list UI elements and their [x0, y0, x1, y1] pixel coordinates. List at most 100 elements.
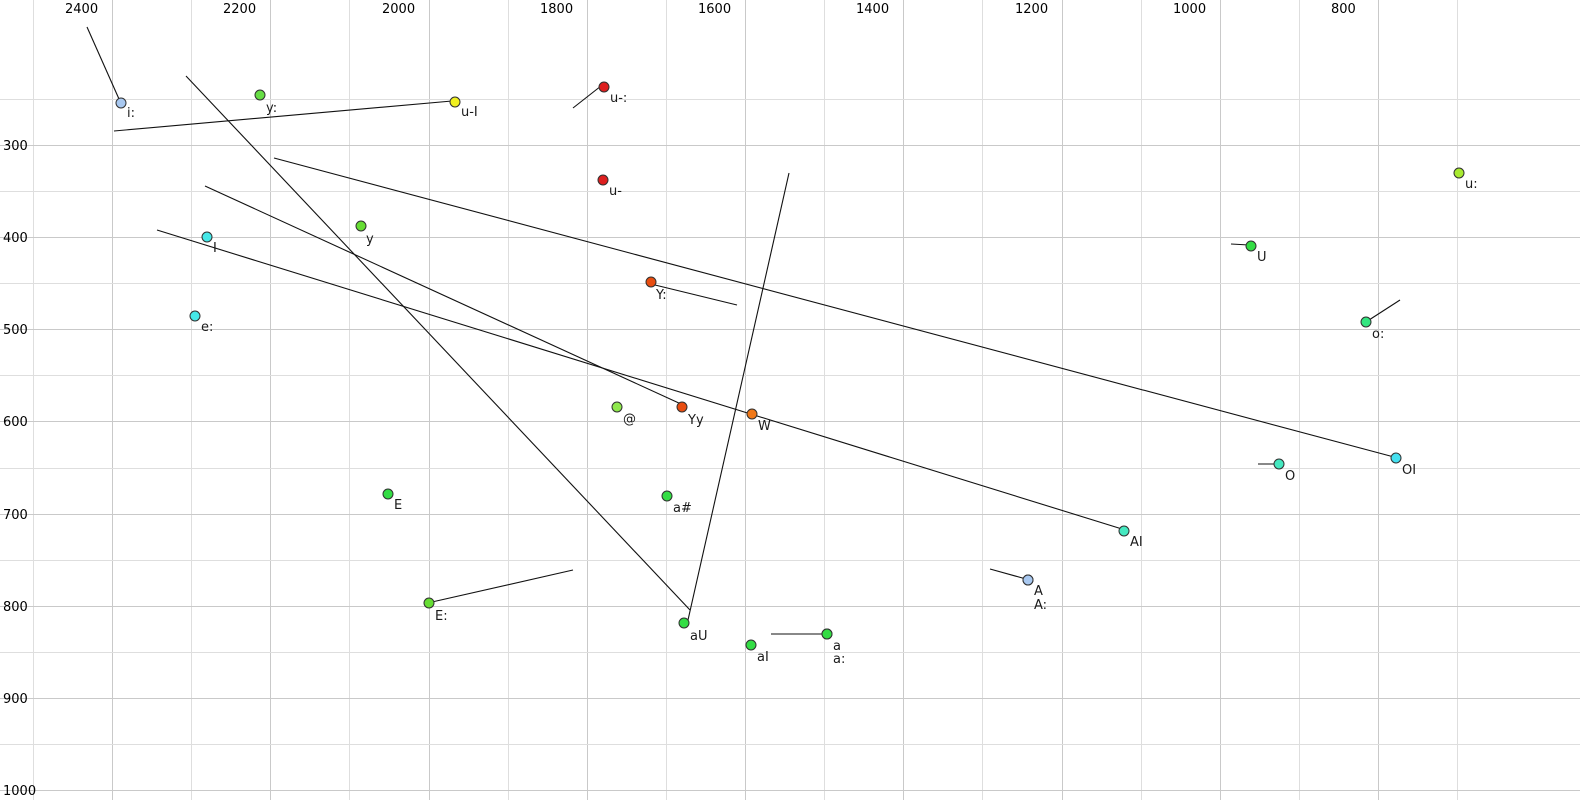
gridline-vertical-major	[745, 0, 746, 800]
vowel-data-point[interactable]	[745, 639, 757, 651]
vowel-point-label: aU	[690, 629, 708, 644]
vowel-trajectory-line	[204, 185, 682, 405]
vowel-trajectory-line	[185, 75, 691, 611]
vowel-trajectory-line	[1368, 299, 1401, 321]
vowel-point-label: Y:	[656, 288, 667, 303]
vowel-point-label: y	[366, 232, 374, 247]
gridline-horizontal-minor	[0, 652, 1580, 653]
y-axis-tick-label: 800	[3, 600, 28, 615]
vowel-point-label: u-I	[461, 105, 478, 120]
x-axis-tick-label: 2200	[223, 2, 257, 17]
vowel-data-point[interactable]	[597, 174, 609, 186]
vowel-data-point[interactable]	[1245, 240, 1257, 252]
gridline-vertical-major	[270, 0, 271, 800]
vowel-data-point[interactable]	[1273, 458, 1285, 470]
vowel-point-label: aI	[757, 650, 769, 665]
vowel-data-point[interactable]	[1453, 167, 1465, 179]
gridline-horizontal-minor	[0, 468, 1580, 469]
vowel-point-label: Yy	[688, 413, 704, 428]
vowel-data-point[interactable]	[355, 220, 367, 232]
gridline-horizontal-major	[0, 329, 1580, 330]
vowel-point-label: A:	[1034, 598, 1048, 613]
vowel-data-point[interactable]	[598, 81, 610, 93]
gridline-horizontal-minor	[0, 744, 1580, 745]
vowel-data-point[interactable]	[678, 617, 690, 629]
gridline-horizontal-major	[0, 698, 1580, 699]
vowel-data-point[interactable]	[676, 401, 688, 413]
x-axis-tick-label: 2000	[382, 2, 416, 17]
gridline-vertical-major	[112, 0, 113, 800]
gridline-horizontal-minor	[0, 375, 1580, 376]
gridline-horizontal-major	[0, 145, 1580, 146]
gridline-vertical-minor	[508, 0, 509, 800]
vowel-data-point[interactable]	[1360, 316, 1372, 328]
vowel-point-label: e:	[201, 320, 214, 335]
vowel-trajectory-line	[86, 26, 120, 100]
vowel-data-point[interactable]	[449, 96, 461, 108]
vowel-data-point[interactable]	[201, 231, 213, 243]
vowel-point-label: o:	[1372, 327, 1385, 342]
vowel-data-point[interactable]	[1390, 452, 1402, 464]
x-axis-tick-label: 1400	[856, 2, 890, 17]
gridline-horizontal-major	[0, 421, 1580, 422]
gridline-vertical-minor	[349, 0, 350, 800]
y-axis-tick-label: 1000	[3, 784, 37, 799]
y-axis-tick-label: 700	[3, 508, 28, 523]
vowel-point-label: a#	[673, 501, 692, 516]
vowel-data-point[interactable]	[1118, 525, 1130, 537]
vowel-data-point[interactable]	[821, 628, 833, 640]
y-axis-tick-label: 500	[3, 323, 28, 338]
vowel-point-label: AI	[1130, 535, 1143, 550]
vowel-trajectory-line	[431, 569, 574, 603]
x-axis-tick-label: 1600	[698, 2, 732, 17]
x-axis-tick-label: 800	[1331, 2, 1356, 17]
vowel-point-label: @	[623, 412, 636, 427]
vowel-point-label: OI	[1402, 463, 1417, 478]
gridline-vertical-minor	[1299, 0, 1300, 800]
vowel-trajectory-line	[654, 284, 738, 306]
gridline-vertical-minor	[982, 0, 983, 800]
gridline-vertical-major	[1062, 0, 1063, 800]
gridline-horizontal-major	[0, 606, 1580, 607]
vowel-trajectory-line	[989, 568, 1027, 580]
gridline-vertical-minor	[824, 0, 825, 800]
vowel-trajectory-line	[113, 100, 453, 132]
gridline-horizontal-minor	[0, 191, 1580, 192]
gridline-vertical-major	[1378, 0, 1379, 800]
vowel-data-point[interactable]	[382, 488, 394, 500]
x-axis-tick-label: 1000	[1173, 2, 1207, 17]
vowel-data-point[interactable]	[423, 597, 435, 609]
vowel-data-point[interactable]	[1022, 574, 1034, 586]
vowel-point-label: E:	[435, 609, 448, 624]
vowel-point-label: u-	[609, 184, 622, 199]
vowel-point-label: E	[394, 498, 403, 513]
vowel-data-point[interactable]	[611, 401, 623, 413]
vowel-point-label: I	[213, 241, 217, 256]
vowel-data-point[interactable]	[746, 408, 758, 420]
vowel-point-label: u-:	[610, 91, 628, 106]
vowel-point-label: U	[1257, 250, 1267, 265]
vowel-point-label: A	[1034, 584, 1043, 599]
vowel-point-label: i:	[127, 106, 135, 121]
vowel-data-point[interactable]	[189, 310, 201, 322]
vowel-data-point[interactable]	[645, 276, 657, 288]
vowel-point-label: a:	[833, 652, 846, 667]
vowel-data-point[interactable]	[254, 89, 266, 101]
gridline-horizontal-major	[0, 237, 1580, 238]
vowel-trajectory-line	[273, 157, 1395, 458]
y-axis-tick-label: 300	[3, 139, 28, 154]
vowel-data-point[interactable]	[661, 490, 673, 502]
gridline-vertical-major	[429, 0, 430, 800]
gridline-vertical-minor	[1457, 0, 1458, 800]
x-axis-tick-label: 1200	[1015, 2, 1049, 17]
vowel-data-point[interactable]	[115, 97, 127, 109]
gridline-vertical-major	[903, 0, 904, 800]
gridline-vertical-minor	[33, 0, 34, 800]
vowel-point-label: W	[758, 419, 771, 434]
gridline-vertical-minor	[666, 0, 667, 800]
vowel-point-label: u:	[1465, 177, 1478, 192]
gridline-vertical-minor	[191, 0, 192, 800]
vowel-point-label: y:	[266, 101, 278, 116]
